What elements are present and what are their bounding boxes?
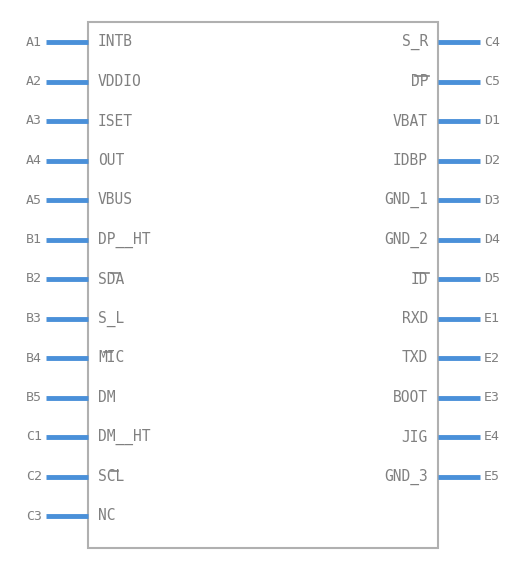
Text: GND_3: GND_3 [384,468,428,484]
Text: C3: C3 [26,510,42,522]
Text: E1: E1 [484,312,500,325]
Bar [88,22,438,548]
Text: DP__HT: DP__HT [98,232,150,248]
Text: ISET: ISET [98,113,133,129]
Text: S_R: S_R [402,34,428,50]
Text: A1: A1 [26,35,42,49]
Text: A5: A5 [26,193,42,206]
Text: B4: B4 [26,352,42,364]
Text: D1: D1 [484,114,500,128]
Text: SCL: SCL [98,469,124,484]
Text: E2: E2 [484,352,500,364]
Text: D5: D5 [484,272,500,285]
Text: B1: B1 [26,233,42,246]
Text: A3: A3 [26,114,42,128]
Text: IDBP: IDBP [393,153,428,168]
Text: TXD: TXD [402,351,428,366]
Text: VDDIO: VDDIO [98,74,142,89]
Text: E5: E5 [484,470,500,483]
Text: C4: C4 [484,35,500,49]
Text: OUT: OUT [98,153,124,168]
Text: VBUS: VBUS [98,193,133,208]
Text: INTB: INTB [98,34,133,50]
Text: D2: D2 [484,154,500,167]
Text: B3: B3 [26,312,42,325]
Text: RXD: RXD [402,311,428,326]
Text: GND_2: GND_2 [384,232,428,248]
Text: ID: ID [410,272,428,287]
Text: C2: C2 [26,470,42,483]
Text: MIC: MIC [98,351,124,366]
Text: C1: C1 [26,431,42,443]
Text: DM__HT: DM__HT [98,429,150,445]
Text: JIG: JIG [402,430,428,444]
Text: NC: NC [98,509,116,523]
Text: S_L: S_L [98,311,124,327]
Text: B5: B5 [26,391,42,404]
Text: A2: A2 [26,75,42,88]
Text: B2: B2 [26,272,42,285]
Text: E3: E3 [484,391,500,404]
Text: E4: E4 [484,431,500,443]
Text: VBAT: VBAT [393,113,428,129]
Text: SDA: SDA [98,272,124,287]
Text: D4: D4 [484,233,500,246]
Text: DP: DP [410,74,428,89]
Text: A4: A4 [26,154,42,167]
Text: C5: C5 [484,75,500,88]
Text: D3: D3 [484,193,500,206]
Text: DM: DM [98,390,116,405]
Text: BOOT: BOOT [393,390,428,405]
Text: GND_1: GND_1 [384,192,428,208]
